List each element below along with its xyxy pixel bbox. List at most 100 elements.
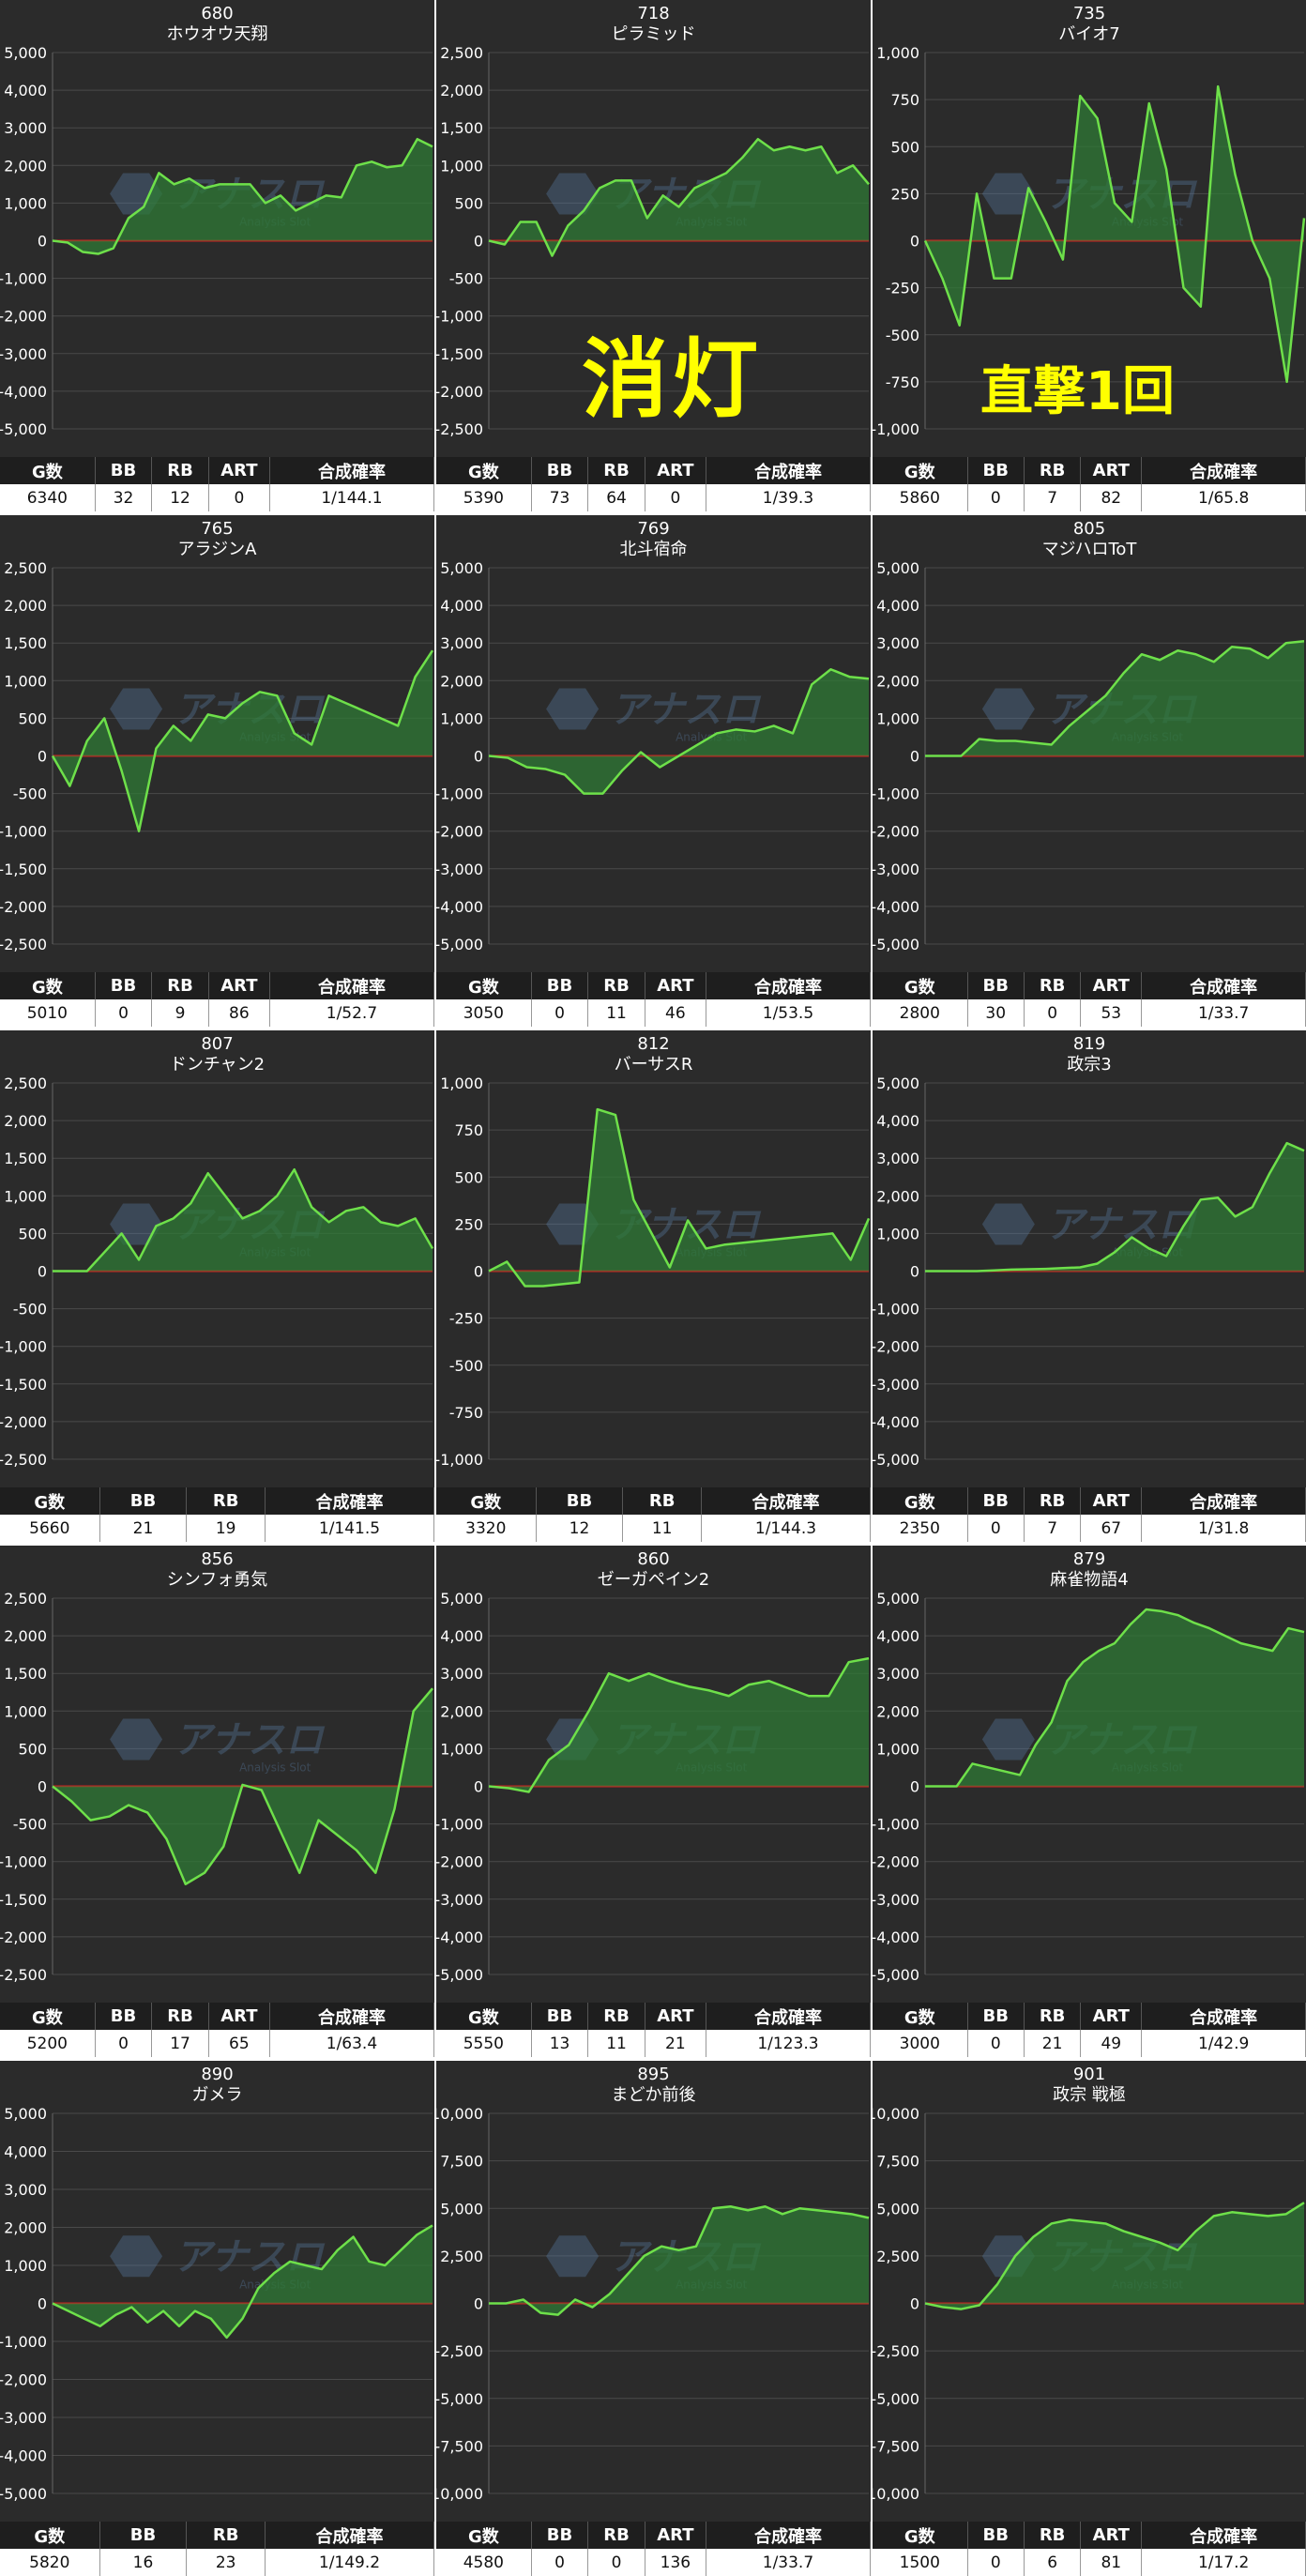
y-tick-label: -2,000 <box>0 1928 47 1946</box>
y-tick-label: -1,000 <box>873 1301 919 1318</box>
stats-header: BB <box>536 1487 624 1515</box>
stats-table: G数 BB RB ART 合成確率 2350 0 7 67 1/31.8 <box>873 1487 1306 1542</box>
stats-header: BB <box>531 2522 589 2549</box>
machine-title: ガメラ <box>192 2085 243 2105</box>
y-tick-label: 2,000 <box>440 1702 483 1720</box>
stats-header: RB <box>587 972 645 999</box>
series-line <box>925 639 1305 757</box>
y-tick-label: 3,000 <box>440 1665 483 1683</box>
stats-value: 0 <box>1024 999 1082 1027</box>
y-tick-label: -5,000 <box>873 1451 919 1469</box>
stats-header: ART <box>208 972 270 999</box>
stats-value: 5550 <box>436 2030 532 2057</box>
y-tick-label: -3,000 <box>436 1891 483 1909</box>
stats-header: G数 <box>0 972 96 999</box>
stats-header: G数 <box>436 2522 532 2549</box>
y-tick-label: 5,000 <box>4 44 47 62</box>
stats-value: 1/123.3 <box>706 2030 871 2057</box>
y-tick-label: 5,000 <box>440 1590 483 1608</box>
stats-value: 5860 <box>873 484 968 511</box>
stats-header: RB <box>186 2522 266 2549</box>
y-tick-label: 4,000 <box>4 82 47 99</box>
y-tick-label: 0 <box>910 2295 919 2313</box>
y-tick-label: -3,000 <box>0 2409 47 2427</box>
stats-header: ART <box>645 2522 706 2549</box>
slot-chart-panel: 680 ホウオウ天翔 5,000 4,000 3,000 2,000 1,000 0 -1,00… <box>0 0 434 511</box>
stats-value: 0 <box>95 2030 153 2057</box>
y-tick-label: 5,000 <box>876 1590 919 1608</box>
y-tick-label: 4,000 <box>4 2143 47 2161</box>
y-tick-label: 2,000 <box>4 1112 47 1130</box>
y-tick-label: 0 <box>38 1778 47 1796</box>
y-tick-label: 1,000 <box>440 1075 483 1092</box>
y-tick-label: -2,000 <box>436 383 483 401</box>
stats-value: 32 <box>95 484 153 511</box>
slot-chart-panel: 765 アラジンA 2,500 2,000 1,500 1,000 500 0 -500 -1,0… <box>0 515 434 1027</box>
y-tick-label: -250 <box>449 1310 483 1328</box>
machine-number: 860 <box>637 1549 669 1569</box>
machine-number: 769 <box>637 519 669 539</box>
y-tick-label: -500 <box>13 1816 47 1834</box>
y-tick-label: -750 <box>449 1404 483 1422</box>
y-tick-label: 5,000 <box>440 559 483 577</box>
y-tick-label: -1,000 <box>0 2333 47 2351</box>
stats-value: 0 <box>531 2549 589 2576</box>
y-tick-label: -4,000 <box>0 2447 47 2465</box>
stats-value: 0 <box>645 484 706 511</box>
machine-title: 麻雀物語4 <box>1050 1570 1128 1590</box>
stats-header: 合成確率 <box>706 457 871 484</box>
y-tick-label: -250 <box>886 280 919 297</box>
stats-header: BB <box>95 2003 153 2030</box>
stats-value: 1/52.7 <box>269 999 434 1027</box>
machine-number: 765 <box>201 519 233 539</box>
y-tick-label: 5,000 <box>876 2200 919 2218</box>
stats-value: 67 <box>1080 1515 1143 1542</box>
series-area <box>925 86 1304 382</box>
stats-header: 合成確率 <box>265 1487 434 1515</box>
svg-text:アナスロ: アナスロ <box>1046 1203 1198 1246</box>
stats-header: RB <box>1024 2522 1082 2549</box>
y-tick-label: 0 <box>474 233 483 251</box>
stats-value: 1/42.9 <box>1141 2030 1306 2057</box>
y-tick-label: -2,000 <box>436 823 483 841</box>
machine-number: 735 <box>1073 4 1105 23</box>
y-tick-label: 3,000 <box>876 1665 919 1683</box>
stats-table: G数 BB RB ART 合成確率 5200 0 17 65 1/63.4 <box>0 2003 434 2057</box>
y-tick-label: 1,000 <box>440 709 483 727</box>
stats-header: G数 <box>873 2003 968 2030</box>
y-tick-label: 1,000 <box>4 2257 47 2275</box>
stats-value: 1/53.5 <box>706 999 871 1027</box>
y-tick-label: 5,000 <box>4 2105 47 2123</box>
stats-value: 0 <box>967 1515 1025 1542</box>
stats-table: G数 BB RB ART 合成確率 3000 0 21 49 1/42.9 <box>873 2003 1306 2057</box>
stats-table: G数 BB RB 合成確率 5820 16 23 1/149.2 <box>0 2522 434 2576</box>
y-tick-label: 4,000 <box>876 1112 919 1130</box>
y-tick-label: -1,000 <box>436 1451 483 1469</box>
slot-chart-panel: 718 ピラミッド 2,500 2,000 1,500 1,000 500 0 -500 -1,0… <box>436 0 871 511</box>
stats-header: BB <box>95 457 153 484</box>
stats-header: G数 <box>436 2003 532 2030</box>
y-tick-label: 5,000 <box>440 2200 483 2218</box>
svg-text:アナスロ: アナスロ <box>174 1718 326 1761</box>
y-tick-label: 500 <box>454 194 483 212</box>
stats-value: 73 <box>531 484 589 511</box>
y-tick-label: -2,000 <box>0 898 47 916</box>
stats-table: G数 BB RB ART 合成確率 1500 0 6 81 1/17.2 <box>873 2522 1306 2576</box>
stats-header: ART <box>645 2003 706 2030</box>
series-area <box>53 139 433 254</box>
y-tick-label: -2,500 <box>0 1966 47 1984</box>
y-tick-label: 10,000 <box>436 2105 483 2123</box>
y-tick-label: -10,000 <box>873 2485 919 2503</box>
y-tick-label: -4,000 <box>873 1928 919 1946</box>
y-tick-label: -3,000 <box>0 345 47 363</box>
stats-header: BB <box>967 1487 1025 1515</box>
stats-table: G数 BB RB ART 合成確率 5390 73 64 0 1/39.3 <box>436 457 871 511</box>
stats-value: 6340 <box>0 484 96 511</box>
stats-table: G数 BB RB ART 合成確率 6340 32 12 0 1/144.1 <box>0 457 434 511</box>
stats-header: G数 <box>873 2522 968 2549</box>
y-tick-label: 2,500 <box>4 1590 47 1608</box>
y-tick-label: 10,000 <box>873 2105 919 2123</box>
